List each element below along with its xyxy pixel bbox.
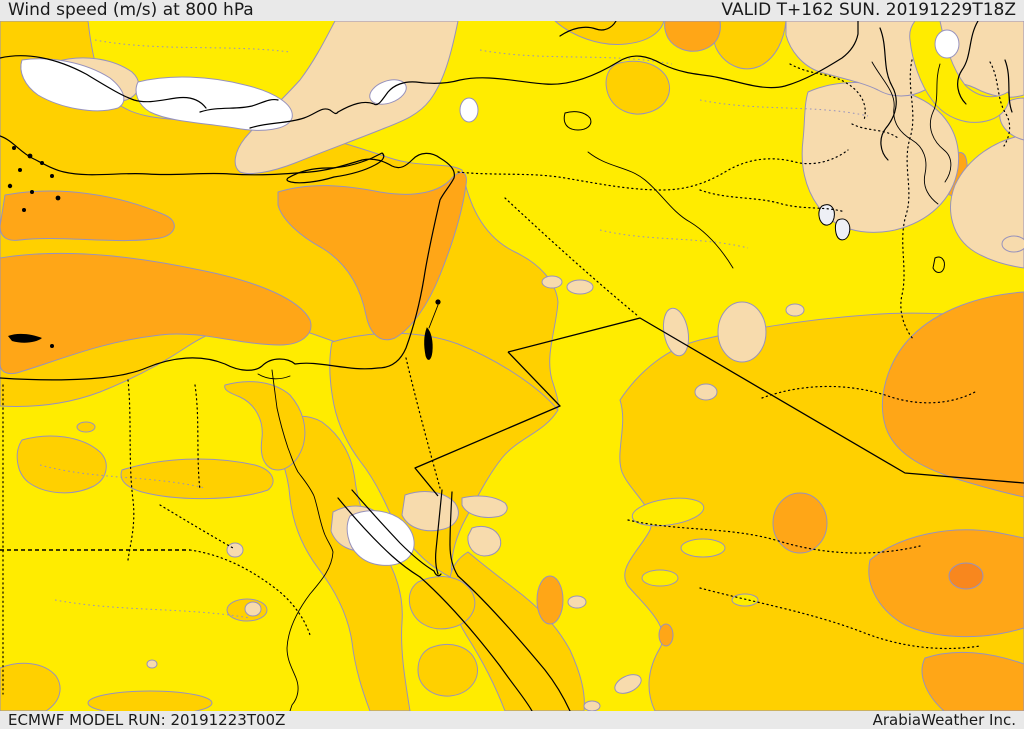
wind-fill-deep-orange-spot (948, 562, 984, 590)
map-title: Wind speed (m/s) at 800 hPa (8, 0, 254, 20)
country-borders-dotted (0, 59, 1011, 695)
crete-island (8, 333, 42, 343)
tuz-lake (563, 111, 592, 131)
sea-of-galilee (435, 299, 441, 305)
dead-sea (424, 327, 433, 360)
header-bar: Wind speed (m/s) at 800 hPa VALID T+162 … (0, 0, 1024, 21)
wind-fill-white-minima (20, 29, 960, 566)
model-run-label: ECMWF MODEL RUN: 20191223T00Z (8, 711, 286, 729)
wind-fill-yellow-channel-ne (909, 21, 1010, 123)
lakes (424, 111, 945, 360)
intermediate-contours (39, 39, 869, 619)
iraq-saudi-border (507, 317, 1024, 484)
islands (7, 146, 61, 348)
wind-speed-map (0, 21, 1024, 711)
valid-time-label: VALID T+162 SUN. 20191229T18Z (721, 0, 1016, 20)
country-borders-solid (414, 317, 1024, 497)
wind-fill-yellow-spots (631, 497, 759, 607)
wind-fill-tan-regions (51, 21, 1024, 711)
coastlines (0, 21, 1013, 711)
rivers (257, 61, 952, 711)
jordan-saudi-border (414, 351, 561, 497)
footer-bar: ECMWF MODEL RUN: 20191223T00Z ArabiaWeat… (0, 711, 1024, 729)
provider-label: ArabiaWeather Inc. (872, 711, 1016, 729)
